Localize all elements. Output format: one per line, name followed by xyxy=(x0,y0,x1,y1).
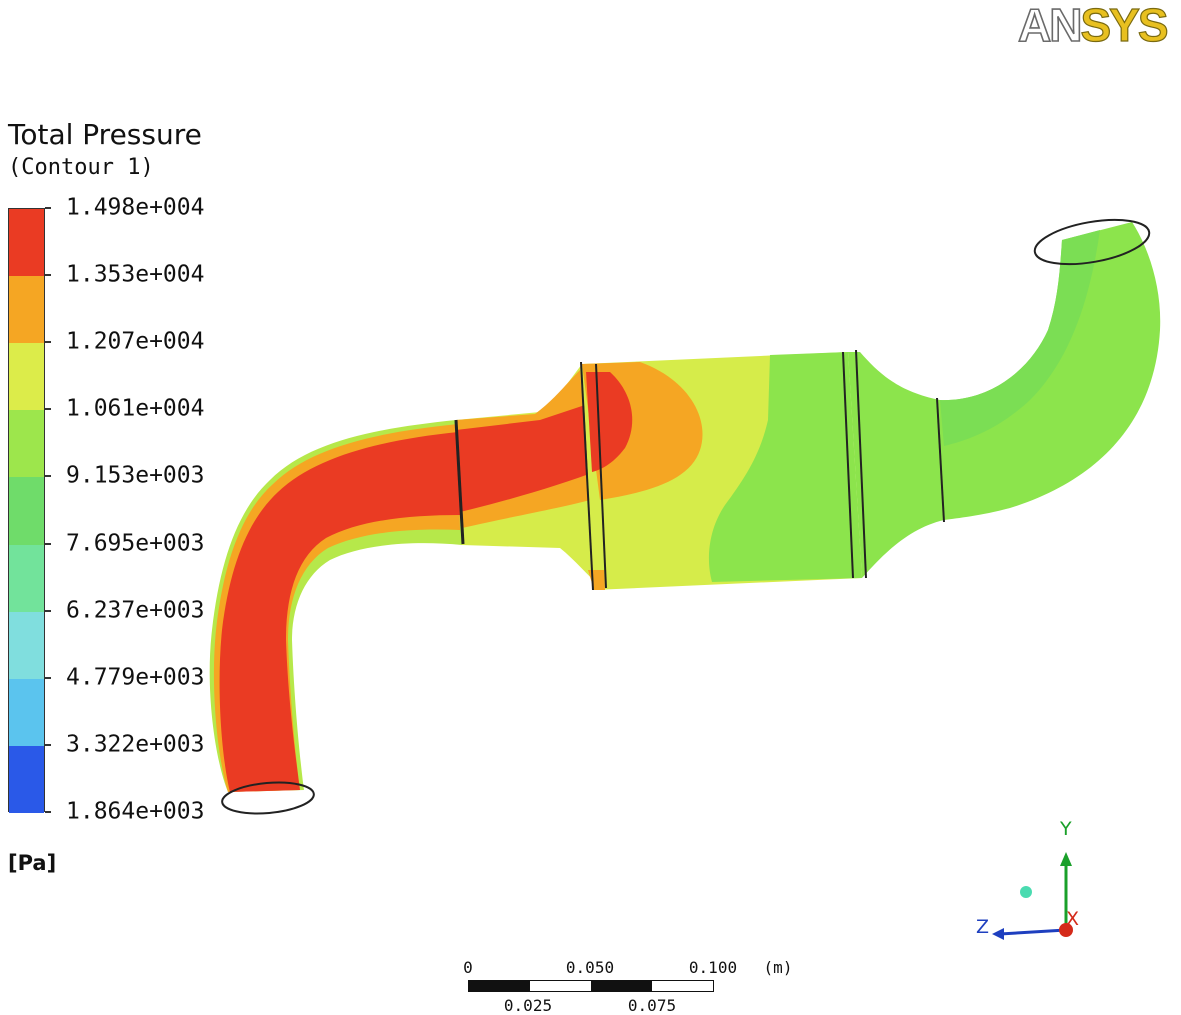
inlet-pipe-red xyxy=(219,432,460,792)
section-line-1 xyxy=(454,419,465,545)
color-bar-tick xyxy=(45,609,51,612)
color-bar-band xyxy=(9,276,44,344)
color-bar-label: 1.061e+004 xyxy=(66,395,205,422)
color-bar-tick xyxy=(45,274,51,277)
z-axis-arrow xyxy=(999,928,1067,936)
y-axis-arrowhead xyxy=(1060,852,1072,866)
z-axis-label: Z xyxy=(976,916,990,938)
scale-segment-3 xyxy=(591,981,652,991)
inlet-face xyxy=(221,781,315,815)
color-bar-tick xyxy=(45,341,51,344)
color-bar-band xyxy=(9,410,44,478)
color-bar-band xyxy=(9,209,44,277)
ansys-logo: ANSYS xyxy=(1017,0,1169,51)
logo-text-an: AN xyxy=(1017,0,1083,51)
y-axis-label: Y xyxy=(1060,818,1072,840)
color-bar xyxy=(8,208,45,814)
outlet-face xyxy=(1033,218,1151,266)
chamber-green xyxy=(708,352,862,582)
color-bar-tick xyxy=(45,676,51,679)
section-line-2 xyxy=(580,361,594,591)
color-bar-band xyxy=(9,678,44,747)
scale-unit: (m) xyxy=(763,958,793,977)
legend-subtitle: (Contour 1) xyxy=(8,155,154,180)
section-line-5 xyxy=(855,349,867,579)
z-axis-arrowhead xyxy=(992,928,1004,940)
legend-unit: [Pa] xyxy=(8,851,57,875)
color-bar-label: 7.695e+003 xyxy=(66,530,205,557)
color-bar-label: 1.207e+004 xyxy=(66,328,205,355)
scale-label-075: 0.075 xyxy=(627,996,677,1015)
scale-label-050: 0.050 xyxy=(565,958,615,977)
scale-label-100: 0.100 xyxy=(688,958,738,977)
outlet-pipe-light xyxy=(940,230,1100,446)
mid-pipe-red xyxy=(456,405,600,512)
scale-label-025: 0.025 xyxy=(503,996,553,1015)
section-line-6 xyxy=(936,397,945,523)
color-bar-label: 9.153e+003 xyxy=(66,462,205,489)
color-bar-label: 4.779e+003 xyxy=(66,664,205,691)
color-bar-label: 6.237e+003 xyxy=(66,597,205,624)
color-bar-tick xyxy=(45,743,51,746)
color-bar-label: 1.864e+003 xyxy=(66,798,205,825)
color-bar-tick xyxy=(45,408,51,411)
logo-text-sys: SYS xyxy=(1080,0,1169,51)
color-bar-tick xyxy=(45,475,51,478)
scale-label-0: 0 xyxy=(463,958,473,977)
color-bar-band xyxy=(9,477,44,546)
color-bar-band xyxy=(9,611,44,680)
scale-segment-1 xyxy=(469,981,530,991)
scale-segment-4 xyxy=(652,981,713,991)
scale-bar xyxy=(468,980,714,992)
scale-segment-2 xyxy=(530,981,591,991)
x-axis-label: X xyxy=(1066,908,1080,930)
legend-title: Total Pressure xyxy=(8,118,202,151)
section-line-3 xyxy=(595,363,607,589)
color-bar-band xyxy=(9,343,44,411)
triad-marker xyxy=(1020,886,1032,898)
chamber-orange-strip xyxy=(588,570,605,590)
color-bar-tick xyxy=(45,207,51,209)
color-bar-tick xyxy=(45,811,51,813)
color-bar-band xyxy=(9,745,44,814)
section-line-4 xyxy=(842,351,854,579)
x-axis-origin xyxy=(1059,923,1073,937)
color-bar-label: 1.498e+004 xyxy=(66,194,205,221)
color-bar-tick xyxy=(45,542,51,545)
color-bar-band xyxy=(9,544,44,613)
color-bar-label: 1.353e+004 xyxy=(66,261,205,288)
color-bar-label: 3.322e+003 xyxy=(66,731,205,758)
